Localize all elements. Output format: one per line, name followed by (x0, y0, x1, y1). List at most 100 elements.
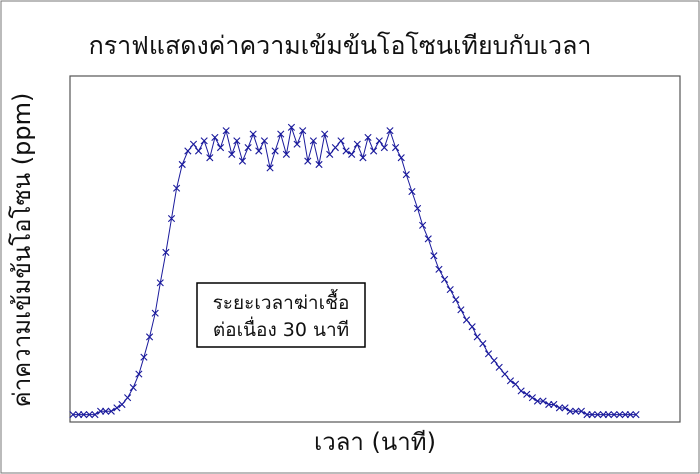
data-point-7 (107, 407, 115, 415)
data-point-19 (173, 184, 181, 192)
data-point-25 (206, 154, 214, 162)
data-point-73 (468, 323, 476, 331)
data-point-90 (561, 404, 569, 412)
data-point-2 (80, 411, 88, 419)
data-point-61 (402, 171, 410, 179)
data-point-0 (69, 411, 77, 419)
data-point-100 (616, 411, 624, 419)
data-point-50 (342, 147, 350, 155)
data-point-51 (348, 150, 356, 158)
data-point-15 (151, 309, 159, 317)
data-point-66 (430, 252, 438, 260)
data-point-85 (533, 397, 542, 405)
series-layer (69, 123, 640, 419)
data-point-58 (386, 127, 394, 135)
data-point-9 (118, 400, 126, 409)
data-point-12 (135, 370, 143, 378)
data-point-78 (495, 363, 503, 371)
data-point-54 (364, 133, 372, 142)
data-point-93 (577, 407, 585, 415)
data-point-14 (145, 333, 154, 341)
data-point-67 (435, 265, 443, 273)
data-point-24 (200, 137, 208, 145)
data-point-41 (293, 140, 301, 148)
data-point-42 (299, 127, 307, 135)
data-point-3 (85, 411, 93, 419)
annotation-line-2: ต่อเนื่อง 30 นาที (213, 316, 349, 341)
x-axis-label: เวลา (นาที) (314, 428, 436, 456)
data-point-11 (129, 383, 137, 392)
data-point-23 (194, 147, 203, 155)
data-point-76 (484, 350, 493, 358)
data-point-72 (462, 316, 471, 324)
data-point-99 (610, 411, 618, 419)
annotation: ระยะเวลาฆ่าเชื้อ ต่อเนื่อง 30 นาที (196, 282, 366, 348)
data-point-22 (189, 140, 198, 148)
data-point-31 (238, 157, 247, 165)
data-point-48 (331, 144, 339, 152)
data-point-13 (140, 353, 148, 361)
data-point-33 (249, 130, 257, 138)
annotation-line-1: ระยะเวลาฆ่าเชื้อ (213, 289, 350, 314)
data-point-49 (337, 137, 345, 145)
data-point-18 (167, 214, 176, 223)
plot-area (69, 75, 681, 423)
data-point-30 (233, 137, 241, 145)
data-point-89 (555, 404, 564, 412)
data-point-102 (626, 411, 634, 419)
data-point-81 (511, 380, 520, 388)
data-point-4 (91, 411, 99, 419)
data-point-97 (599, 411, 607, 419)
data-point-35 (260, 137, 269, 145)
data-point-96 (594, 411, 602, 419)
data-point-88 (550, 400, 558, 409)
data-point-16 (156, 279, 164, 287)
data-point-55 (370, 147, 378, 155)
data-point-10 (124, 394, 132, 402)
data-point-74 (473, 333, 481, 341)
data-point-44 (309, 137, 317, 145)
data-point-47 (326, 150, 334, 158)
data-point-53 (359, 154, 367, 162)
data-point-1 (75, 411, 83, 419)
data-point-52 (353, 140, 361, 148)
data-point-68 (440, 275, 449, 284)
data-point-94 (583, 411, 591, 419)
data-point-84 (528, 394, 536, 402)
data-point-39 (282, 150, 290, 158)
data-point-82 (517, 387, 525, 395)
data-point-63 (413, 204, 422, 213)
data-point-5 (96, 407, 105, 415)
data-point-46 (321, 130, 329, 138)
data-point-40 (287, 123, 296, 131)
data-point-86 (539, 397, 547, 405)
data-point-6 (102, 407, 110, 415)
data-point-56 (375, 137, 383, 145)
annotation-box (196, 282, 366, 348)
y-axis-label: ค่าความเข้มข้นโอโซน (ppm) (8, 93, 36, 408)
data-point-36 (266, 164, 274, 172)
data-point-28 (222, 127, 230, 135)
data-point-37 (271, 147, 279, 155)
data-point-20 (178, 160, 186, 169)
data-point-21 (184, 147, 192, 155)
data-point-27 (216, 144, 225, 152)
data-point-26 (211, 133, 219, 142)
data-point-103 (632, 411, 640, 419)
data-point-80 (506, 377, 515, 385)
data-point-69 (446, 285, 454, 294)
data-point-101 (621, 411, 629, 419)
data-point-83 (523, 390, 531, 398)
data-point-70 (452, 296, 460, 304)
data-point-87 (545, 400, 553, 409)
data-point-38 (277, 130, 285, 138)
data-point-64 (419, 221, 427, 229)
data-point-71 (457, 306, 465, 314)
data-point-62 (408, 187, 416, 196)
series-line (73, 125, 636, 416)
data-point-32 (244, 144, 252, 152)
data-point-34 (255, 147, 263, 155)
data-point-45 (315, 160, 323, 169)
